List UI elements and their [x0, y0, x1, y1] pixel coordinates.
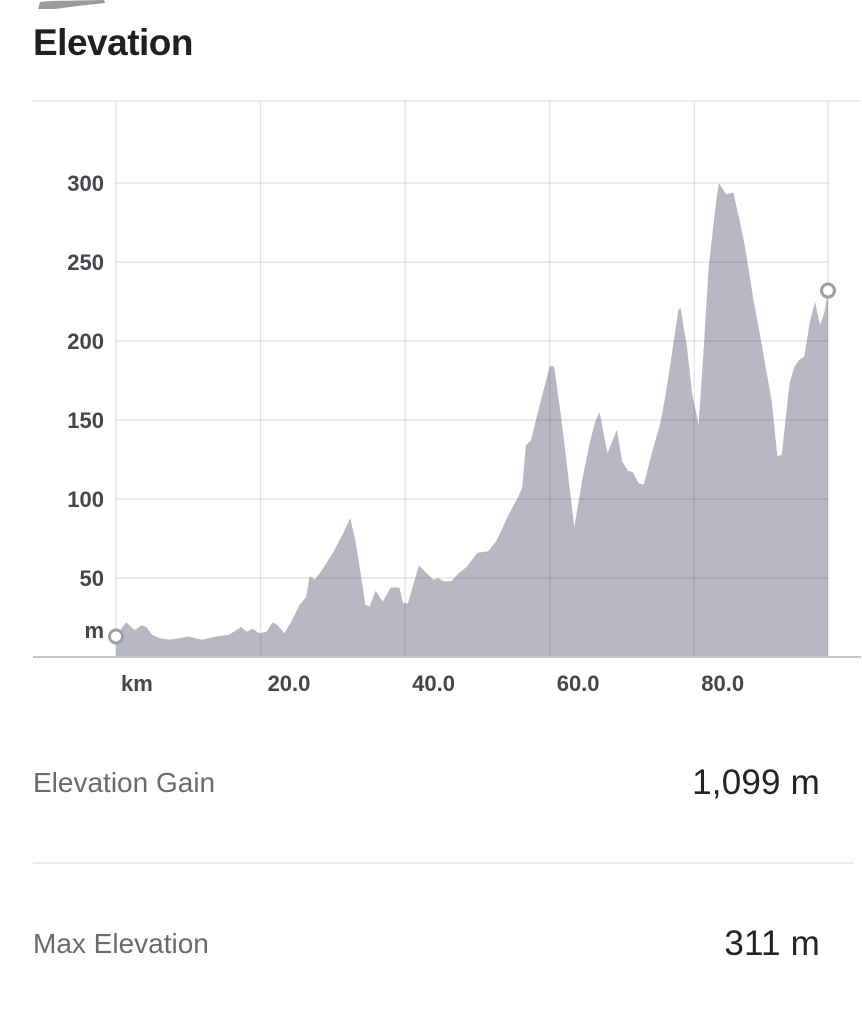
y-tick-label: 250	[67, 250, 104, 275]
start-marker-icon	[108, 628, 124, 645]
divider	[33, 862, 854, 864]
y-tick-label: 200	[67, 329, 104, 354]
y-tick-label: 100	[67, 487, 104, 512]
max-elevation-value: 311 m	[724, 924, 820, 963]
page-title: Elevation	[33, 22, 194, 63]
x-tick-label: 20.0	[268, 671, 311, 696]
clipped-graphic-fragment	[38, 0, 105, 9]
elevation-chart-svg: 50 100 150 200 250 300 m km 20.0 40.0 60.0 80.0	[33, 100, 861, 696]
y-tick-label: 150	[67, 408, 104, 433]
max-elevation-label: Max Elevation	[33, 928, 209, 959]
elevation-gain-value: 1,099 m	[692, 763, 820, 802]
x-axis-unit-label: km	[121, 671, 153, 696]
x-tick-label: 80.0	[701, 671, 744, 696]
y-tick-label: 300	[67, 171, 104, 196]
y-axis-unit-label: m	[84, 618, 104, 643]
elevation-area-fill	[116, 183, 828, 657]
x-tick-label: 60.0	[557, 671, 600, 696]
end-marker-icon	[820, 282, 836, 299]
stat-row-max-elevation: Max Elevation 311 m	[33, 916, 820, 972]
elevation-gain-label: Elevation Gain	[33, 767, 216, 798]
stat-row-elevation-gain: Elevation Gain 1,099 m	[33, 755, 820, 811]
y-tick-label: 50	[80, 566, 104, 591]
x-tick-label: 40.0	[412, 671, 455, 696]
